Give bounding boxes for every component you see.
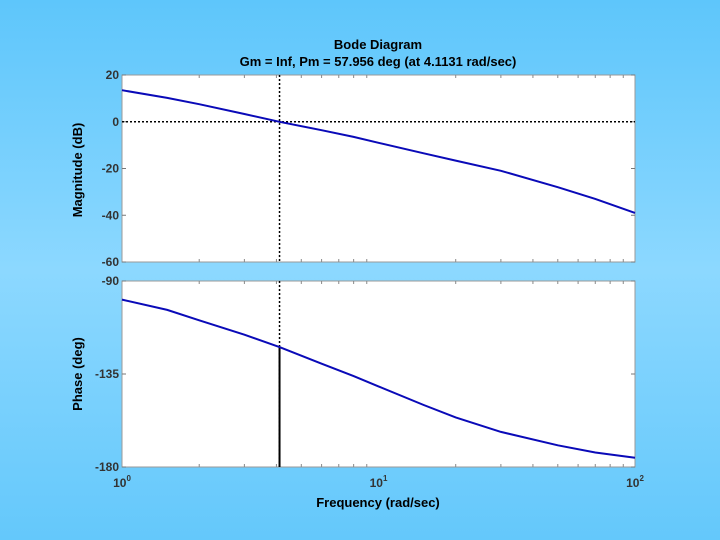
plot-area bbox=[121, 74, 636, 263]
y-tick-label: -90 bbox=[102, 274, 120, 288]
y-tick-label: -180 bbox=[95, 460, 119, 474]
chart-title: Bode Diagram bbox=[334, 37, 422, 52]
y-tick-label: -60 bbox=[102, 255, 120, 269]
x-tick-label: 100 bbox=[113, 474, 131, 490]
magnitude-curve bbox=[121, 89, 636, 214]
magnitude-axis-label: Magnitude (dB) bbox=[70, 123, 85, 218]
chart-subtitle: Gm = Inf, Pm = 57.956 deg (at 4.1131 rad… bbox=[240, 54, 517, 69]
phase-curve bbox=[121, 298, 636, 459]
y-tick-label: -20 bbox=[102, 162, 120, 176]
x-tick-label: 102 bbox=[626, 474, 644, 490]
y-tick-label: -135 bbox=[95, 367, 119, 381]
phase-axis-label: Phase (deg) bbox=[70, 337, 85, 411]
y-tick-label: -40 bbox=[102, 208, 120, 222]
frequency-axis-label: Frequency (rad/sec) bbox=[316, 495, 440, 510]
x-tick-label: 101 bbox=[370, 474, 388, 490]
y-tick-label: 0 bbox=[112, 115, 119, 129]
plot-area bbox=[121, 280, 636, 468]
magnitude-panel: 20 0 -20 -40 -60 bbox=[102, 68, 636, 269]
y-tick-label: 20 bbox=[106, 68, 120, 82]
